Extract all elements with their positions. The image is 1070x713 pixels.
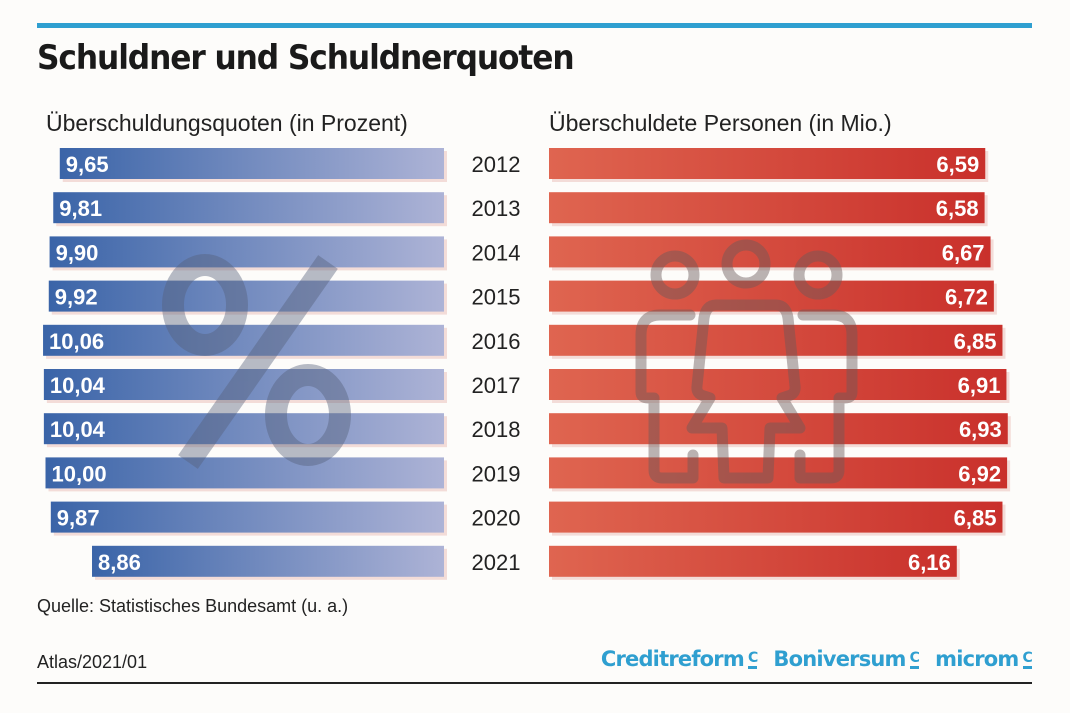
year-label: 2018 — [472, 417, 521, 442]
right-bar — [549, 457, 1008, 489]
right-bar-label: 6,92 — [958, 461, 1001, 486]
left-bar — [50, 501, 444, 533]
left-bar — [49, 236, 444, 268]
left-bar — [48, 280, 444, 312]
left-bar — [43, 369, 444, 400]
right-bar-label: 6,59 — [936, 152, 979, 177]
right-bar-label: 6,85 — [954, 329, 997, 354]
left-bar — [43, 324, 444, 356]
year-label: 2021 — [472, 550, 521, 575]
left-bar-label: 9,90 — [56, 240, 99, 265]
left-bar-label: 9,87 — [57, 506, 100, 531]
left-bar — [45, 457, 444, 489]
right-bar — [549, 369, 1007, 400]
year-label: 2015 — [472, 285, 521, 310]
right-bar — [549, 413, 1008, 445]
left-bars: 9,65 9,81 9,90 9,92 10,06 10,04 10,04 10,00 9,87… — [43, 148, 448, 580]
logo-row: Creditreform C Boniversum C microm C — [601, 647, 1033, 671]
left-bar-label: 10,06 — [49, 329, 104, 354]
left-bar-label: 9,81 — [59, 196, 102, 221]
boniversum-mark-icon: C — [909, 651, 920, 669]
left-bar-label: 10,04 — [50, 417, 106, 442]
source-note: Quelle: Statistisches Bundesamt (u. a.) — [37, 596, 349, 616]
right-bar — [549, 192, 985, 224]
page-title: Schuldner und Schuldnerquoten — [37, 38, 575, 78]
logo-boniversum-text: Boniversum — [773, 647, 906, 671]
right-bar-label: 6,93 — [959, 417, 1002, 442]
logo-microm-text: microm — [935, 647, 1019, 671]
year-labels: 2012 2013 2014 2015 2016 2017 2018 2019 2020 2021 — [472, 152, 521, 575]
left-bar-label: 10,00 — [52, 461, 107, 486]
creditreform-mark-icon: C — [747, 651, 758, 669]
left-bar-label: 10,04 — [50, 373, 106, 398]
right-bar-label: 6,72 — [945, 285, 988, 310]
right-bar-label: 6,91 — [958, 373, 1001, 398]
percent-icon — [162, 254, 351, 469]
logo-creditreform: Creditreform C — [601, 647, 758, 671]
year-label: 2019 — [472, 461, 521, 486]
left-bar — [92, 545, 445, 577]
left-chart-title: Überschuldungsquoten (in Prozent) — [46, 110, 408, 136]
year-label: 2016 — [472, 329, 521, 354]
right-bar-label: 6,16 — [908, 550, 951, 575]
left-bar-label: 8,86 — [98, 550, 141, 575]
right-bar-label: 6,85 — [954, 506, 997, 531]
right-bars: 6,596,586,676,726,856,916,936,926,856,16 — [549, 148, 1011, 580]
logo-creditreform-text: Creditreform — [600, 647, 745, 671]
top-accent-line — [37, 23, 1032, 28]
right-bar-label: 6,67 — [942, 240, 985, 265]
people-group-icon — [635, 239, 858, 484]
year-label: 2012 — [472, 152, 521, 177]
left-bar-label: 9,65 — [66, 152, 109, 177]
microm-mark-icon: C — [1022, 651, 1033, 669]
bottom-rule — [37, 682, 1032, 684]
year-label: 2013 — [472, 196, 521, 221]
right-chart-title: Überschuldete Personen (in Mio.) — [549, 110, 892, 136]
right-bar — [549, 501, 1003, 533]
atlas-id: Atlas/2021/01 — [37, 652, 148, 672]
right-bar — [549, 324, 1003, 356]
year-label: 2017 — [472, 373, 521, 398]
logo-boniversum: Boniversum C — [773, 647, 920, 671]
year-label: 2020 — [472, 506, 521, 531]
right-bar — [549, 236, 991, 268]
right-bar — [549, 280, 994, 312]
left-bar-label: 9,92 — [55, 285, 98, 310]
left-bar — [43, 413, 444, 445]
right-bar-label: 6,58 — [936, 196, 979, 221]
left-bar — [59, 148, 444, 179]
right-bar — [549, 545, 957, 577]
right-bar — [549, 148, 986, 179]
year-label: 2014 — [472, 240, 521, 265]
left-bar — [53, 192, 444, 224]
logo-microm: microm C — [935, 647, 1033, 671]
